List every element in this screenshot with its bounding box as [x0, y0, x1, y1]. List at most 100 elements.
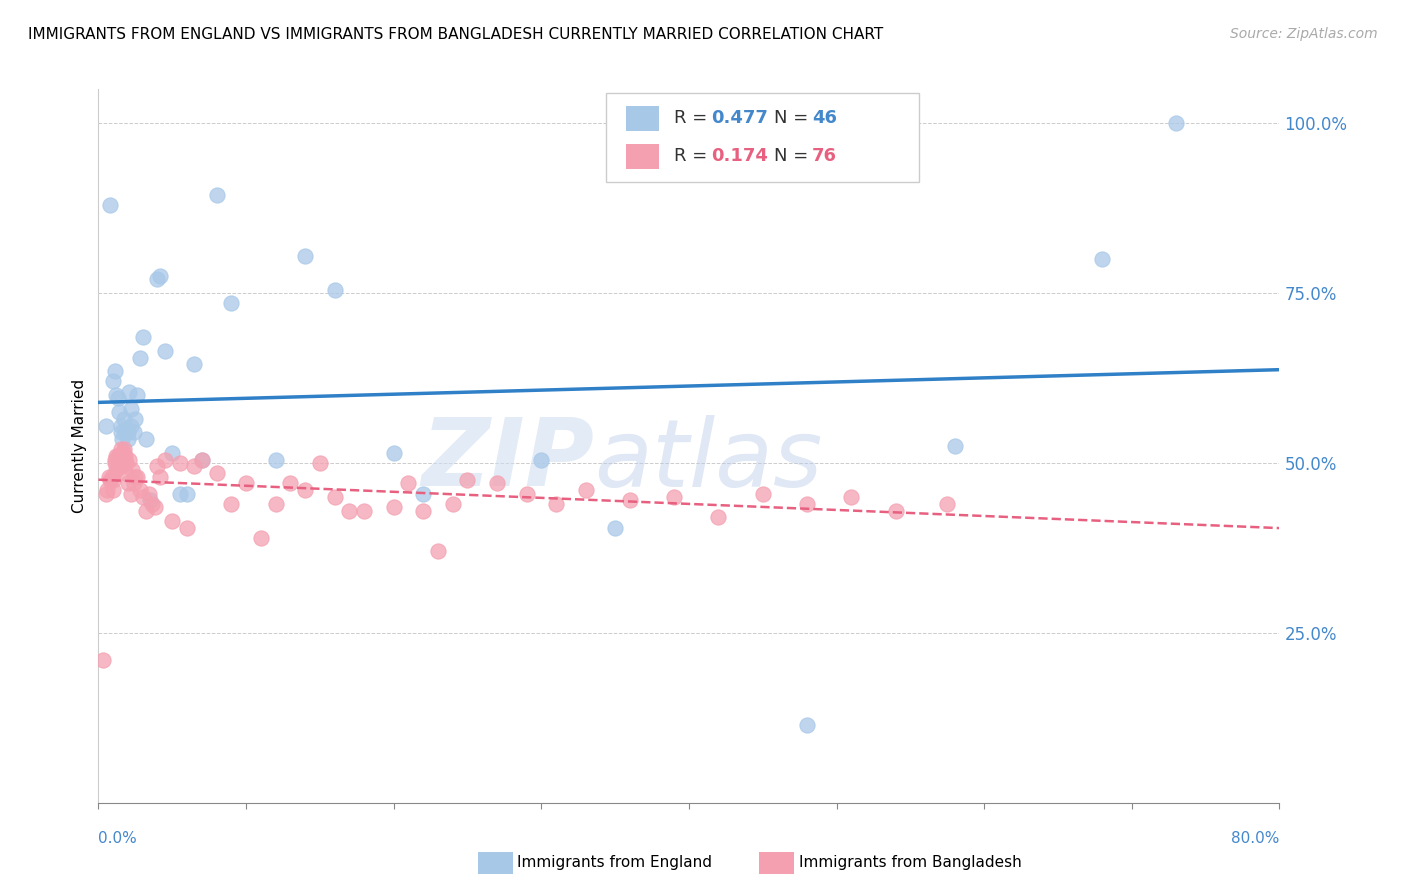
Point: [141, 497, 163, 511]
Point: [114, 452, 136, 467]
Text: 46: 46: [811, 110, 837, 128]
Point: [751, 486, 773, 500]
Point: [117, 476, 139, 491]
Point: [111, 432, 134, 446]
Point: [111, 456, 134, 470]
Point: [153, 343, 176, 358]
Text: 80.0%: 80.0%: [1232, 831, 1279, 847]
Point: [943, 439, 966, 453]
Point: [153, 452, 176, 467]
Point: [110, 442, 132, 457]
Point: [115, 466, 138, 480]
Point: [294, 483, 316, 498]
Bar: [626, 144, 659, 169]
Point: [120, 418, 142, 433]
Point: [122, 476, 145, 491]
Point: [103, 483, 125, 498]
Point: [94, 486, 117, 500]
Point: [337, 503, 360, 517]
Point: [135, 503, 157, 517]
Point: [135, 432, 157, 446]
Point: [125, 469, 148, 483]
Point: [105, 388, 128, 402]
Point: [97, 469, 120, 483]
Point: [235, 476, 257, 491]
Text: IMMIGRANTS FROM ENGLAND VS IMMIGRANTS FROM BANGLADESH CURRENTLY MARRIED CORRELAT: IMMIGRANTS FROM ENGLAND VS IMMIGRANTS FR…: [28, 27, 883, 42]
Point: [112, 442, 135, 457]
Point: [110, 425, 132, 440]
Point: [104, 456, 127, 470]
Point: [105, 463, 128, 477]
Point: [382, 500, 405, 515]
Point: [100, 469, 122, 483]
Point: [412, 486, 434, 500]
Point: [110, 418, 132, 433]
Point: [114, 449, 136, 463]
Point: [1091, 252, 1114, 266]
Point: [146, 272, 169, 286]
Point: [108, 452, 131, 467]
Text: 0.174: 0.174: [711, 147, 768, 165]
Text: 0.0%: 0.0%: [98, 831, 138, 847]
Point: [250, 531, 273, 545]
Point: [264, 452, 287, 467]
Point: [205, 466, 228, 480]
Point: [839, 490, 862, 504]
Point: [183, 459, 205, 474]
Point: [120, 486, 142, 500]
Point: [605, 520, 627, 534]
Point: [191, 452, 214, 467]
Point: [111, 446, 134, 460]
Point: [162, 514, 183, 528]
Point: [574, 483, 596, 498]
Point: [107, 449, 129, 463]
Point: [132, 330, 155, 344]
Point: [219, 497, 242, 511]
Point: [91, 653, 114, 667]
Point: [664, 490, 686, 504]
Point: [427, 544, 450, 558]
Point: [103, 375, 125, 389]
Point: [104, 364, 127, 378]
Point: [108, 405, 131, 419]
Point: [149, 469, 172, 483]
Text: Immigrants from England: Immigrants from England: [517, 855, 713, 870]
Point: [98, 473, 121, 487]
Point: [619, 493, 641, 508]
Point: [412, 503, 434, 517]
Point: [96, 483, 118, 498]
Point: [125, 388, 148, 402]
Point: [219, 296, 242, 310]
Point: [117, 432, 139, 446]
Point: [264, 497, 287, 511]
Point: [169, 486, 191, 500]
Point: [530, 452, 553, 467]
Point: [205, 187, 228, 202]
Point: [162, 446, 183, 460]
Text: 0.477: 0.477: [711, 110, 768, 128]
Point: [128, 483, 150, 498]
Point: [146, 459, 169, 474]
Point: [108, 449, 131, 463]
Point: [191, 452, 214, 467]
Point: [323, 283, 346, 297]
Point: [124, 412, 146, 426]
Point: [149, 269, 172, 284]
Point: [515, 486, 537, 500]
Point: [176, 486, 198, 500]
Point: [122, 425, 145, 440]
Point: [110, 459, 132, 474]
Point: [486, 476, 509, 491]
Point: [169, 456, 191, 470]
Point: [143, 500, 166, 515]
Point: [94, 418, 117, 433]
Point: [278, 476, 302, 491]
Point: [128, 351, 150, 365]
Point: [456, 473, 478, 487]
Text: Immigrants from Bangladesh: Immigrants from Bangladesh: [799, 855, 1021, 870]
FancyBboxPatch shape: [606, 93, 920, 182]
Point: [294, 249, 316, 263]
Point: [396, 476, 419, 491]
Point: [176, 520, 198, 534]
Point: [103, 473, 125, 487]
